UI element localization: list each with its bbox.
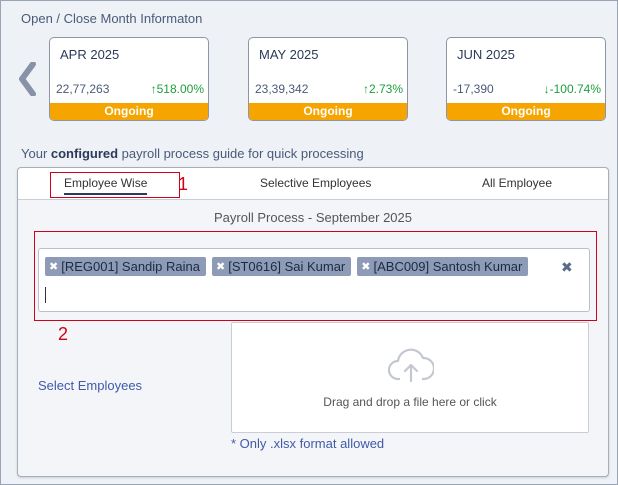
employee-chip[interactable]: ✖ [REG001] Sandip Raina [45,257,206,276]
month-card-apr[interactable]: APR 2025 22,77,263 ↑518.00% Ongoing [49,37,209,121]
tab-bar: Employee Wise Selective Employees All Em… [18,168,608,200]
text-cursor [45,287,46,303]
month-card-may[interactable]: MAY 2025 23,39,342 ↑2.73% Ongoing [248,37,408,121]
annotation-box-2 [34,231,597,321]
employee-chip[interactable]: ✖ [ST0616] Sai Kumar [211,257,352,276]
status-badge: Ongoing [249,103,407,120]
chip-remove-icon[interactable]: ✖ [215,261,226,273]
month-name: JUN 2025 [457,47,515,62]
select-employees-label: Select Employees [38,378,143,393]
tab-selective-employees[interactable]: Selective Employees [260,176,372,190]
format-note: * Only .xlsx format allowed [231,436,385,451]
month-name: MAY 2025 [259,47,319,62]
month-change: ↑518.00% [150,82,204,96]
chip-label: [ST0616] Sai Kumar [228,259,346,274]
chip-label: [ABC009] Santosh Kumar [373,259,523,274]
month-amount: 23,39,342 [255,82,309,96]
annotation-label-2: 2 [58,324,69,344]
clear-all-icon[interactable]: ✖ [561,259,573,275]
file-dropzone[interactable]: Drag and drop a file here or click [231,322,589,433]
month-card-jun[interactable]: JUN 2025 -17,390 ↓-100.74% Ongoing [446,37,606,121]
month-change: ↑2.73% [362,82,403,96]
month-amount: -17,390 [453,82,494,96]
month-info-title: Open / Close Month Informaton [21,11,203,26]
guide-prefix: Your [21,146,51,161]
previous-month-button[interactable] [15,61,39,97]
chevron-left-icon [19,62,36,96]
annotation-box-1 [50,172,180,198]
status-badge: Ongoing [50,103,208,120]
employee-chip[interactable]: ✖ [ABC009] Santosh Kumar [357,257,529,276]
payroll-guide-panel: Employee Wise Selective Employees All Em… [17,167,609,477]
employee-multiselect[interactable]: ✖ [REG001] Sandip Raina ✖ [ST0616] Sai Kum… [38,248,590,312]
tab-employee-wise[interactable]: Employee Wise [64,176,148,195]
guide-suffix: payroll process guide for quick processi… [118,146,364,161]
chip-remove-icon[interactable]: ✖ [49,261,59,273]
guide-title: Your configured payroll process guide fo… [21,146,364,161]
guide-emphasis: configured [50,146,119,161]
month-change: ↓-100.74% [543,82,601,96]
month-name: APR 2025 [60,47,120,62]
cloud-upload-icon [388,348,434,383]
month-amount: 22,77,263 [56,82,110,96]
payroll-process-title: Payroll Process - September 2025 [214,210,412,225]
status-badge: Ongoing [447,103,605,120]
dropzone-text: Drag and drop a file here or click [323,395,497,409]
selected-chips: ✖ [REG001] Sandip Raina ✖ [ST0616] Sai Kum… [45,257,529,276]
annotation-label-1: 1 [178,174,189,194]
chip-label: [REG001] Sandip Raina [61,259,200,274]
tab-all-employee[interactable]: All Employee [482,176,553,190]
chip-remove-icon[interactable]: ✖ [361,261,371,273]
